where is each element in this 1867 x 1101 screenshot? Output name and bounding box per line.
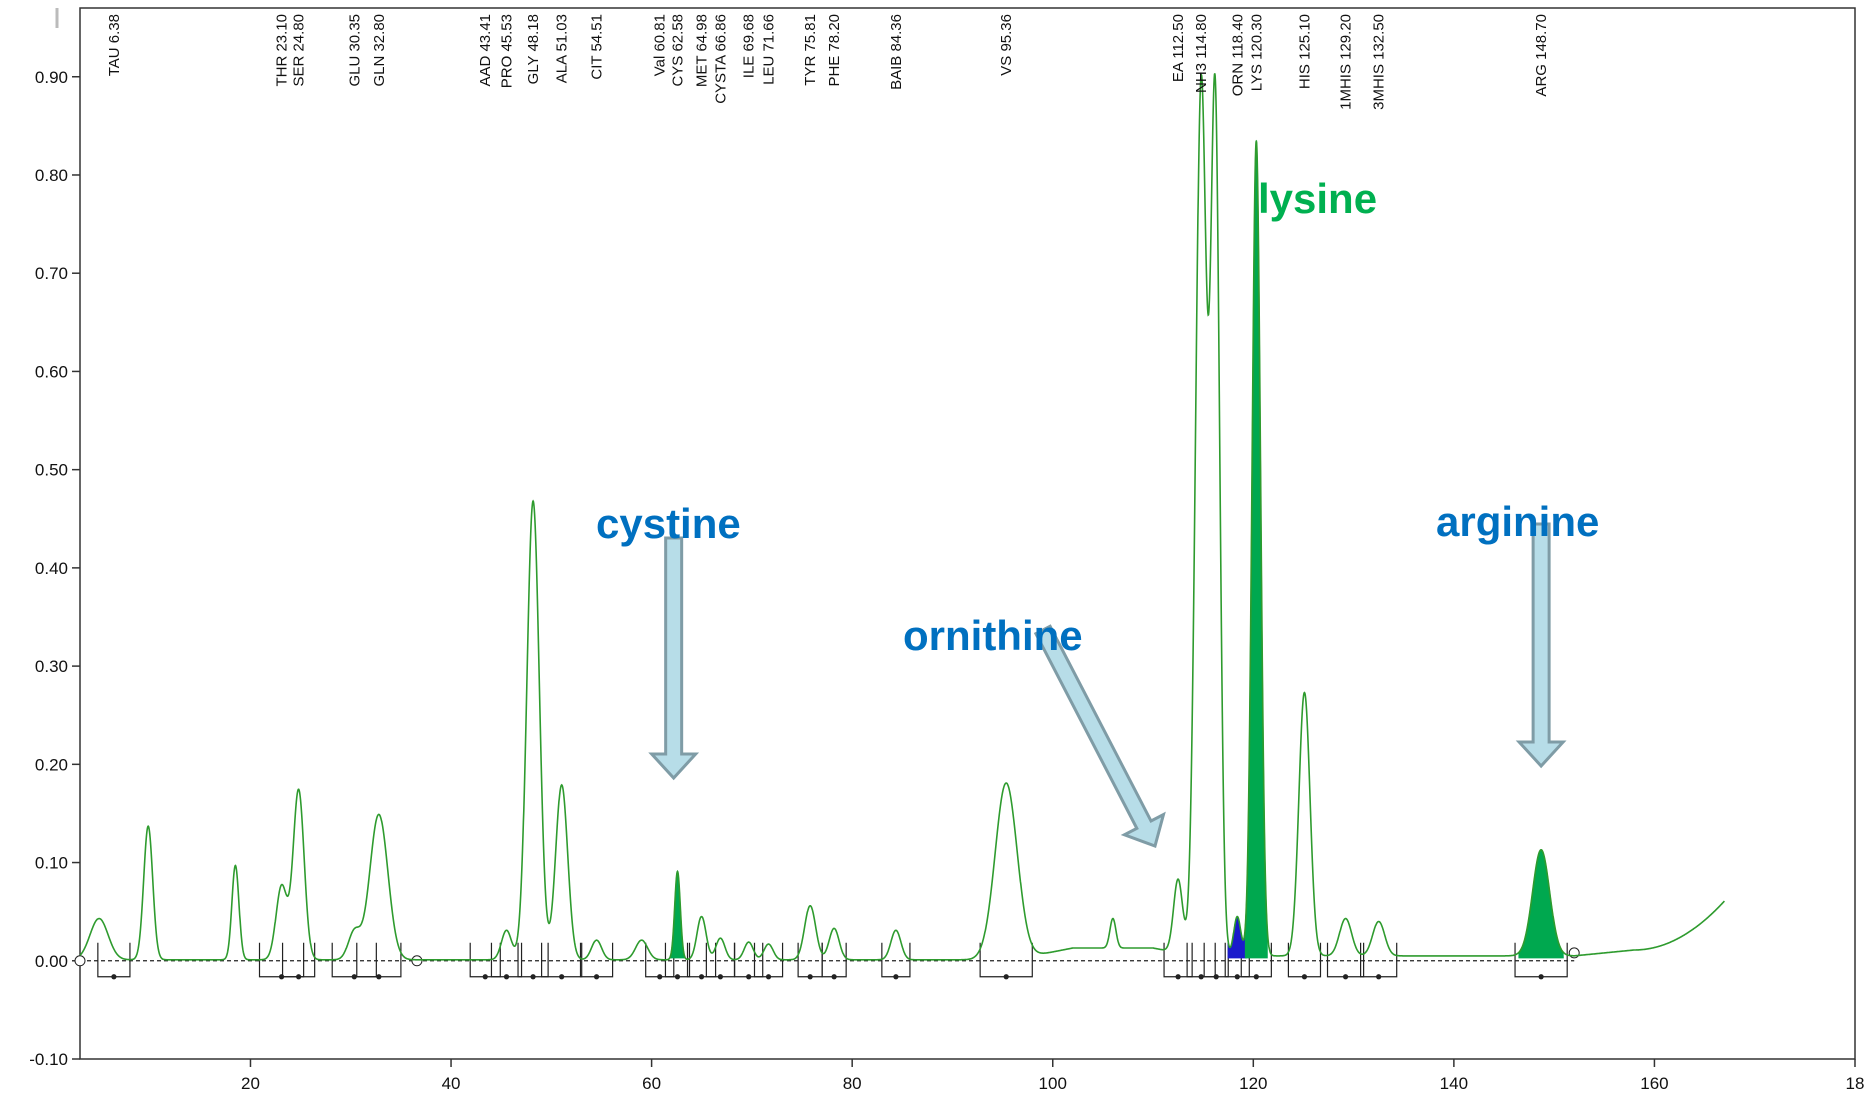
- bracket-dot: [593, 974, 600, 980]
- annotation-arrows: [648, 522, 1567, 848]
- baseline-marker: [411, 955, 423, 967]
- baseline-start-marker: [74, 955, 86, 967]
- bracket-dot: [1213, 974, 1219, 980]
- y-tick-label: 0.30: [35, 657, 68, 676]
- bracket-dot: [351, 974, 357, 980]
- y-tick-label: 0.40: [35, 559, 68, 578]
- bracket-dot: [1301, 974, 1308, 980]
- bracket-dot: [1234, 974, 1240, 980]
- bracket-dot: [1003, 974, 1009, 980]
- peak-label: MET 64.98: [694, 14, 711, 87]
- peak-labels: TAU 6.38 THR 23.10 SER 24.80 GLU 30.35 GLN 3…: [106, 14, 1550, 110]
- bracket-dot: [530, 974, 536, 980]
- y-tick-label: 0.60: [35, 362, 68, 381]
- bracket-dot: [1376, 974, 1382, 980]
- peak-label: PHE 78.20: [826, 14, 843, 87]
- bracket-dot: [296, 974, 302, 980]
- x-tick-label: 60: [642, 1074, 661, 1093]
- bracket-dot: [482, 974, 488, 980]
- y-tick-label: 0.20: [35, 755, 68, 774]
- peak-label: LYS 120.30: [1248, 14, 1265, 91]
- bracket-dot: [503, 974, 510, 980]
- peak-label: GLY 48.18: [525, 14, 542, 84]
- x-tick-label: 20: [241, 1074, 260, 1093]
- peak-label: 1MHIS 129.20: [1338, 14, 1355, 110]
- arrow-ornithine: [1033, 624, 1166, 848]
- arrow-arginine: [1515, 522, 1567, 769]
- x-tick-label: 100: [1039, 1074, 1067, 1093]
- peak-label: THR 23.10: [274, 14, 291, 87]
- bracket-dot: [657, 974, 663, 980]
- bracket-dot: [1342, 974, 1349, 980]
- bracket-dot: [1253, 974, 1259, 980]
- annotation-lysine: lysine: [1258, 175, 1377, 222]
- peak-label: LEU 71.66: [761, 14, 778, 85]
- annotation-arginine: arginine: [1436, 498, 1599, 545]
- x-tick-label: 140: [1440, 1074, 1468, 1093]
- peak-label: ARG 148.70: [1533, 14, 1550, 97]
- bracket-dot: [807, 974, 813, 980]
- peak-label: PRO 45.53: [499, 14, 516, 88]
- y-tick-label: 0.70: [35, 264, 68, 283]
- peak-label: VS 95.36: [998, 14, 1015, 76]
- y-tick-label: 0.80: [35, 166, 68, 185]
- peak-label: SER 24.80: [291, 14, 308, 87]
- y-tick-label: 0.10: [35, 854, 68, 873]
- peak-label: Val 60.81: [652, 14, 669, 76]
- bracket-dot: [376, 974, 382, 980]
- bracket-dot: [674, 974, 681, 980]
- peak-label: CYSTA 66.86: [712, 14, 729, 104]
- annotation-ornithine: ornithine: [903, 612, 1083, 659]
- x-tick-label: 18: [1846, 1074, 1865, 1093]
- peak-label: TYR 75.81: [802, 14, 819, 86]
- peak-label: NH3 114.80: [1193, 14, 1210, 93]
- bracket-dot: [1198, 974, 1204, 980]
- peak-label: ILE 69.68: [741, 14, 758, 78]
- x-tick-label: 80: [843, 1074, 862, 1093]
- y-tick-label: -0.10: [29, 1050, 68, 1069]
- bracket-dot: [1538, 974, 1544, 980]
- bracket-dot: [111, 974, 117, 980]
- y-tick-label: 0.50: [35, 461, 68, 480]
- bracket-dot: [1175, 974, 1181, 980]
- y-axis: -0.10 0.00 0.10 0.20 0.30 0.40 0.50 0.60 0.70 0.8…: [29, 68, 80, 1069]
- bracket-dot: [698, 974, 705, 980]
- bracket-dot: [893, 974, 899, 980]
- trace-layer: [79, 72, 1725, 961]
- plot-frame: [79, 7, 1856, 1060]
- bracket-dot: [765, 974, 772, 980]
- bracket-dot: [717, 974, 724, 980]
- peak-label: 3MHIS 132.50: [1371, 14, 1388, 110]
- peak-label: EA 112.50: [1170, 14, 1187, 82]
- bracket-dot: [831, 974, 837, 980]
- y-tick-label: 0.90: [35, 68, 68, 87]
- chromatogram-trace: [79, 72, 1725, 961]
- peak-label: ALA 51.03: [554, 14, 571, 83]
- x-tick-label: 160: [1640, 1074, 1668, 1093]
- peak-label: CYS 62.58: [669, 14, 686, 87]
- peak-label: GLN 32.80: [371, 14, 388, 87]
- x-tick-label: 40: [442, 1074, 461, 1093]
- peak-label: BAIB 84.36: [888, 14, 905, 90]
- peak-label: ORN 118.40: [1229, 14, 1246, 96]
- x-tick-label: 120: [1239, 1074, 1267, 1093]
- peak-label: AAD 43.41: [477, 14, 494, 87]
- peak-label: GLU 30.35: [346, 14, 363, 87]
- bracket-dot: [746, 974, 752, 980]
- annotations: lysine cystine ornithine arginine: [596, 175, 1599, 659]
- bracket-dot: [559, 974, 565, 980]
- y-tick-label: 0.00: [35, 952, 68, 971]
- annotation-cystine: cystine: [596, 500, 741, 547]
- peak-label: HIS 125.10: [1296, 14, 1313, 89]
- arrow-cystine: [648, 536, 700, 781]
- peak-label: TAU 6.38: [106, 14, 123, 76]
- peak-label: CIT 54.51: [589, 14, 606, 80]
- x-axis: 20 40 60 80 100 120 140 160 18: [241, 1059, 1864, 1093]
